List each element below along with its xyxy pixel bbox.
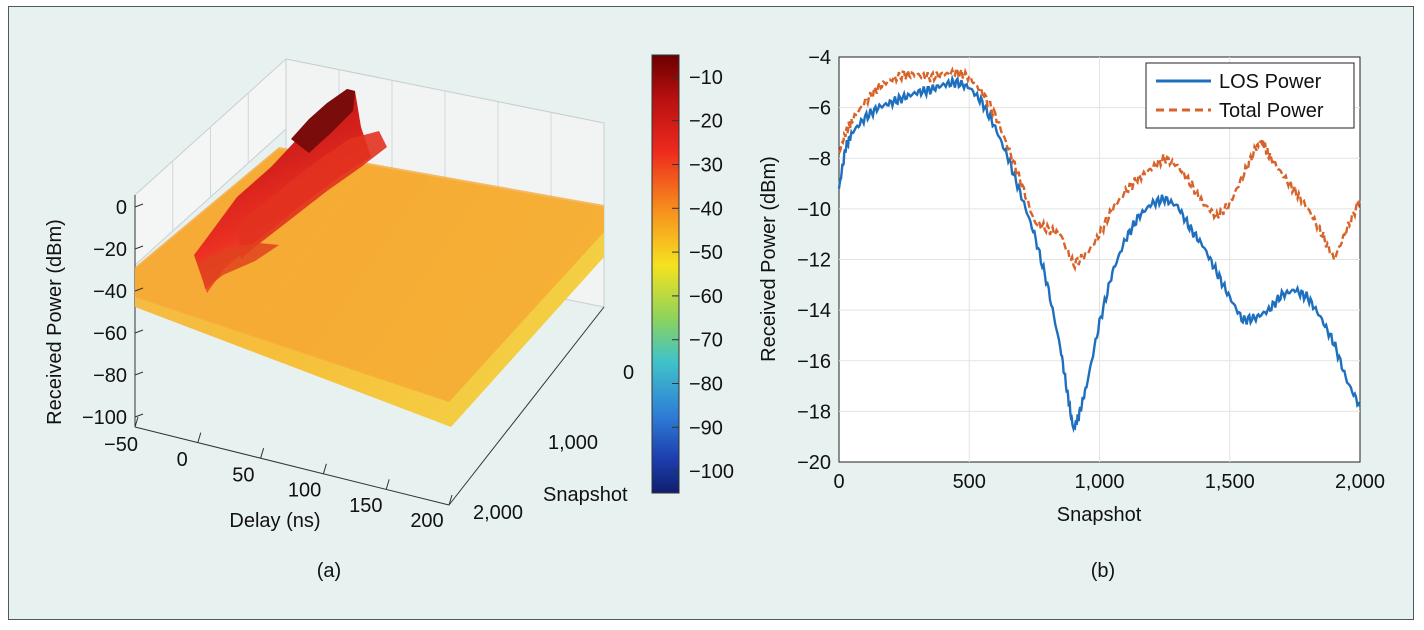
- colorbar-gradient: [651, 54, 680, 494]
- x-axis-label: Delay (ns): [229, 510, 320, 532]
- z-tick-label: −60: [93, 323, 127, 345]
- b-x-tick-label: 1,000: [1074, 471, 1124, 493]
- b-x-axis-label: Snapshot: [1057, 504, 1142, 526]
- y-tick-label: 0: [623, 362, 634, 384]
- colorbar-tick-label: −30: [689, 155, 723, 177]
- b-y-tick-label: −18: [797, 401, 831, 423]
- b-x-tick-label: 500: [953, 471, 986, 493]
- colorbar-tick-label: −10: [689, 67, 723, 89]
- colorbar-tick-label: −20: [689, 111, 723, 133]
- y-tick-label: 2,000: [473, 502, 523, 524]
- z-tick-mark: [134, 371, 144, 376]
- z-tick-mark: [134, 203, 144, 208]
- z-tick-mark: [134, 413, 144, 418]
- legend-label-los: LOS Power: [1219, 71, 1322, 93]
- colorbar-tick-label: −70: [689, 330, 723, 352]
- series-line-los-power: [837, 74, 1362, 434]
- x-tick-mark: [322, 463, 327, 474]
- legend-label-total: Total Power: [1219, 100, 1324, 122]
- colorbar-tick-label: −80: [689, 374, 723, 396]
- colorbar-tick-label: −50: [689, 242, 723, 264]
- z-tick-mark: [134, 245, 144, 250]
- x-tick-label: 0: [177, 449, 188, 471]
- b-y-tick-label: −20: [797, 452, 831, 474]
- y-axis-ticks: 0 1,000 2,000: [473, 362, 634, 524]
- colorbar-tick-label: −60: [689, 286, 723, 308]
- panel-a-label: (a): [317, 560, 341, 582]
- x-tick-label: 100: [288, 480, 321, 502]
- y-axis-label: Snapshot: [543, 484, 628, 506]
- b-series-lines: [837, 64, 1362, 434]
- b-gridlines: [839, 57, 1360, 462]
- b-y-tick-label: −16: [797, 351, 831, 373]
- panel-b-line-chart: 0 500 1,000 1,500 2,000 −4 −6 −8 −10 −12 −14 −16 −1…: [758, 47, 1385, 582]
- b-y-tick-label: −4: [808, 47, 831, 69]
- x-tick-label: 200: [410, 510, 443, 532]
- b-x-tick-label: 1,500: [1205, 471, 1255, 493]
- figure-panel: 0 −20 −40 −60 −80 −100 Received Power (dBm) −…: [8, 6, 1414, 620]
- figure-svg: 0−20−40−60−80−100 Received Power (dBm) −…: [44, 47, 1385, 582]
- x-tick-mark: [134, 416, 139, 428]
- b-y-tick-label: −8: [808, 148, 831, 170]
- z-axis-label: Received Power (dBm): [44, 219, 66, 425]
- surface-plot: [134, 89, 605, 466]
- x-tick-label: −50: [104, 434, 138, 456]
- z-tick-mark: [134, 287, 144, 292]
- z-tick-label: 0: [116, 197, 127, 219]
- colorbar: −10 −20 −30 −40 −50 −60 −70 −80 −90 −100: [651, 54, 734, 494]
- b-y-tick-label: −12: [797, 250, 831, 272]
- b-x-axis-ticks: 0 500 1,000 1,500 2,000: [833, 471, 1385, 493]
- los-ridge-peak: [291, 89, 355, 153]
- b-y-tick-label: −10: [797, 199, 831, 221]
- b-y-tick-label: −14: [797, 300, 831, 322]
- z-tick-label: −20: [93, 239, 127, 261]
- colorbar-tick-label: −90: [689, 417, 723, 439]
- z-tick-label: −100: [82, 407, 127, 429]
- x-tick-mark: [197, 432, 202, 443]
- b-x-tick-label: 0: [833, 471, 844, 493]
- b-y-axis-label: Received Power (dBm): [758, 156, 780, 362]
- colorbar-ticks: −10 −20 −30 −40 −50 −60 −70 −80 −90 −100: [672, 67, 734, 483]
- series-line-total-power: [837, 64, 1362, 273]
- legend-box: [1145, 62, 1355, 129]
- x-tick-mark: [448, 494, 453, 506]
- x-tick-mark: [260, 448, 265, 459]
- panel-b-label: (b): [1091, 560, 1115, 582]
- los-ridge-secondary: [237, 131, 387, 259]
- panel-a-surface-plot: 0−20−40−60−80−100 Received Power (dBm) −…: [44, 54, 734, 582]
- z-tick-label: −40: [93, 281, 127, 303]
- legend: LOS Power Total Power: [1145, 62, 1355, 129]
- b-y-axis-ticks: −4 −6 −8 −10 −12 −14 −16 −18 −20: [797, 47, 831, 474]
- b-y-tick-label: −6: [808, 98, 831, 120]
- colorbar-tick-label: −100: [689, 461, 734, 483]
- x-tick-label: 150: [349, 495, 382, 517]
- b-x-tick-label: 2,000: [1335, 471, 1385, 493]
- x-tick-mark: [385, 479, 390, 490]
- y-tick-label: 1,000: [548, 432, 598, 454]
- z-tick-mark: [134, 329, 144, 334]
- los-ridge-shoulder: [199, 243, 279, 289]
- x-tick-label: 50: [232, 464, 254, 486]
- z-tick-label: −80: [93, 365, 127, 387]
- x-axis-ticks: −50 0 50 100 150 200: [104, 416, 453, 532]
- colorbar-tick-label: −40: [689, 198, 723, 220]
- z-axis-ticks: 0 −20 −40 −60 −80 −100: [82, 197, 144, 429]
